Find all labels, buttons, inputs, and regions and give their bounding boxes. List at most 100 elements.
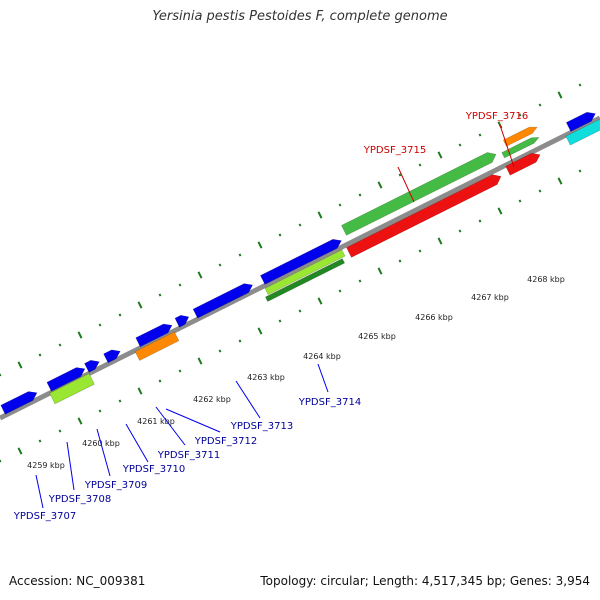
scale-label-4265: 4265 kbp [358, 332, 396, 341]
outer-tick-mark [257, 241, 263, 249]
outer-tick-mark [358, 193, 362, 197]
cds-red-arrow [505, 152, 541, 176]
outer-tick-mark [218, 263, 222, 267]
inner-tick-mark [137, 387, 143, 395]
callout-line [66, 441, 75, 491]
inner-tick-mark [538, 189, 542, 193]
map-title: Yersinia pestis Pestoides F, complete ge… [152, 9, 448, 24]
inner-tick-mark [238, 339, 242, 343]
cds-green-arrow [341, 152, 497, 236]
outer-tick-mark [578, 83, 582, 87]
inner-tick-mark [178, 369, 182, 373]
outer-tick-mark [178, 283, 182, 287]
gene-label-YPDSF_3708[interactable]: YPDSF_3708 [48, 494, 111, 505]
inner-tick-mark [278, 319, 282, 323]
inner-tick-mark [418, 249, 422, 253]
genome-summary-text: Topology: circular; Length: 4,517,345 bp… [260, 574, 590, 588]
inner-tick-mark [437, 237, 443, 245]
inner-tick-mark [578, 169, 582, 173]
callout-line [125, 423, 149, 463]
scale-label-4261: 4261 kbp [137, 417, 175, 426]
inner-tick-mark [158, 379, 162, 383]
gene-label-YPDSF_3714[interactable]: YPDSF_3714 [298, 397, 361, 408]
outer-tick-mark [98, 323, 102, 327]
gene-label-YPDSF_3707[interactable]: YPDSF_3707 [13, 511, 76, 522]
outer-tick-mark [137, 301, 143, 309]
inner-tick-mark [377, 267, 383, 275]
inner-tick-mark [197, 357, 203, 365]
outer-tick-ring [0, 83, 582, 377]
gene-arrow [192, 283, 254, 319]
inner-tick-mark [478, 219, 482, 223]
gene-label-YPDSF_3712[interactable]: YPDSF_3712 [194, 436, 257, 447]
inner-tick-mark [77, 417, 83, 425]
callout-line [397, 166, 415, 203]
inner-tick-mark [218, 349, 222, 353]
inner-tick-mark [17, 447, 23, 455]
gene-arrow [174, 314, 190, 328]
gene-arrow [46, 367, 86, 392]
scale-label-4264: 4264 kbp [303, 352, 341, 361]
outer-tick-mark [298, 223, 302, 227]
callout-line [35, 474, 44, 509]
accession-text: Accession: NC_009381 [9, 574, 146, 588]
callout-line [235, 380, 261, 419]
callout-line [155, 406, 186, 446]
inner-tick-mark [257, 327, 263, 335]
inner-tick-mark [317, 297, 323, 305]
scale-label-4259: 4259 kbp [27, 461, 65, 470]
outer-tick-mark [418, 163, 422, 167]
genome-backbone [0, 115, 600, 421]
gene-arrow [259, 238, 342, 285]
cds-cyan-block [565, 118, 600, 146]
scale-label-4262: 4262 kbp [193, 395, 231, 404]
cds-green-arrow [501, 137, 540, 159]
gene-label-YPDSF_3709[interactable]: YPDSF_3709 [84, 480, 147, 491]
outer-tick-mark [317, 211, 323, 219]
outer-tick-mark [278, 233, 282, 237]
inner-tick-mark [458, 229, 462, 233]
gene-arrow [565, 111, 596, 132]
inner-tick-mark [0, 459, 2, 463]
gene-label-YPDSF_3715[interactable]: YPDSF_3715 [363, 145, 426, 156]
inner-tick-mark [398, 259, 402, 263]
cds-lime-block [264, 249, 346, 296]
gene-arrow [0, 391, 38, 415]
outer-tick-mark [437, 151, 443, 159]
outer-tick-mark [38, 353, 42, 357]
gene-label-YPDSF_3716[interactable]: YPDSF_3716 [465, 111, 528, 122]
gene-label-YPDSF_3713[interactable]: YPDSF_3713 [230, 421, 293, 432]
outer-tick-mark [478, 133, 482, 137]
outer-tick-mark [338, 203, 342, 207]
callout-line [499, 124, 515, 168]
gene-label-YPDSF_3710[interactable]: YPDSF_3710 [122, 464, 185, 475]
scale-label-4268: 4268 kbp [527, 275, 565, 284]
gene-arrow [103, 349, 121, 364]
outer-tick-mark [158, 293, 162, 297]
outer-tick-mark [518, 113, 522, 117]
gene-arrow [84, 359, 100, 373]
backbone-line [0, 115, 600, 421]
cds-darkgreen-block [264, 258, 346, 302]
callout-line [96, 428, 111, 477]
outer-tick-mark [377, 181, 383, 189]
inner-tick-mark [98, 409, 102, 413]
gene-label-YPDSF_3711[interactable]: YPDSF_3711 [157, 450, 220, 461]
outer-tick-mark [238, 253, 242, 257]
inner-tick-mark [58, 429, 62, 433]
outer-tick-mark [58, 343, 62, 347]
inner-tick-mark [338, 289, 342, 293]
cds-lime-block [49, 373, 95, 405]
feature-track [0, 111, 600, 415]
scale-label-4263: 4263 kbp [247, 373, 285, 382]
cds-red-arrow [346, 174, 502, 258]
outer-tick-mark [77, 331, 83, 339]
inner-tick-mark [497, 207, 503, 215]
outer-tick-mark [398, 173, 402, 177]
gene-callouts: YPDSF_3707 YPDSF_3708 YPDSF_3709 YPDSF_3710… [13, 111, 528, 522]
outer-tick-mark [17, 361, 23, 369]
inner-tick-mark [38, 439, 42, 443]
cds-orange-block [134, 331, 180, 361]
